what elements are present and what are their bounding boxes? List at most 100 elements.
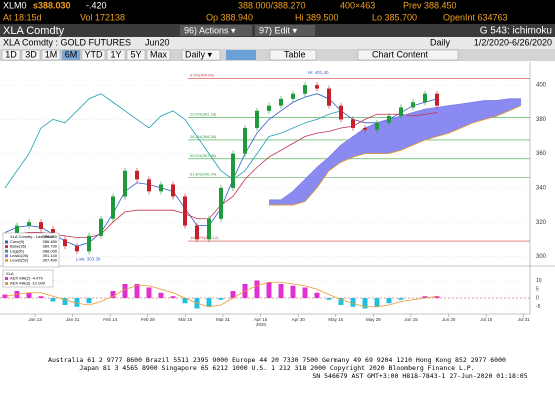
candle [255,110,259,128]
y-tick-label: 380 [536,117,547,123]
chart-bg [0,61,555,329]
range: 1/2/2020-6/26/2020 [474,37,552,47]
lower-legend-entry: ADX MA(2) -4.479 [10,276,43,281]
candle [291,93,295,99]
chart-content-button[interactable] [357,49,459,61]
period-label[interactable]: YTD [85,49,104,59]
period-button[interactable] [1,49,21,61]
edit-button[interactable] [255,25,315,36]
x-tick-label: Jan 31 [66,317,80,322]
candle [195,225,199,240]
hist-bar [266,282,272,298]
hist-bar [182,298,188,304]
cloud [353,127,365,158]
hist-bar [134,284,140,298]
period-button[interactable] [61,49,81,61]
open: Op 388.940 [206,12,253,22]
hist-bar [302,287,308,298]
period-button[interactable] [81,49,106,61]
actions-button[interactable] [180,25,252,36]
hist-bar [50,298,56,302]
period-button[interactable] [21,49,41,61]
period-button[interactable] [106,49,126,61]
level-label: 50.0%(357.86) [190,153,217,158]
period-label[interactable]: Max [150,49,168,59]
x-year: 2020 [256,322,267,327]
high-label: Hi: 401.40 [308,70,329,75]
cloud [461,102,473,128]
chart-content[interactable]: Chart Content [372,49,429,59]
tool-button[interactable] [226,50,256,60]
open-int: OpenInt 634763 [443,12,508,22]
period-label[interactable]: 1Y [110,49,121,59]
period-button[interactable] [41,49,61,61]
hist-bar [362,298,368,309]
period-label[interactable]: 1D [5,49,17,59]
table-button[interactable] [269,49,317,61]
y-tick-label: 0 [536,295,539,301]
cloud [341,136,353,163]
candle [207,218,211,240]
legend-value: 386.480 [43,239,58,244]
ticker: XLM0 [3,0,27,10]
period-label[interactable]: 3D [25,49,37,59]
frequency[interactable]: Daily ▾ [185,49,213,59]
hist-bar [314,292,320,298]
candle [423,93,427,103]
candle [303,85,307,94]
cloud [437,105,449,137]
description: XLA Comdty : GOLD FUTURES [3,37,131,47]
cloud [269,199,281,206]
candle [339,105,343,120]
candle [243,127,247,154]
period-label[interactable]: 1M [45,49,58,59]
candle [111,196,115,219]
cloud [293,179,305,206]
candle [219,187,223,219]
hist-bar [62,298,68,305]
legend-value: 367.490 [43,257,58,262]
candle [99,218,103,236]
cloud [365,122,377,154]
hist-bar [422,296,428,298]
hist-bar [26,292,32,298]
template: G 543: ichimoku [480,26,552,37]
frequency-button[interactable] [181,49,221,61]
series-line [269,105,522,206]
cloud [413,109,425,146]
x-tick-label: Apr 30 [292,317,306,322]
table[interactable]: Table [284,49,306,59]
y-tick-label: 400 [536,83,547,89]
edit[interactable]: 97) Edit ▾ [259,25,298,35]
lower-legend-title: XLA [6,271,14,276]
hist-bar [338,298,344,305]
cloud [401,112,413,151]
period-label[interactable]: 6M [65,49,78,59]
chart: 300 320 340 360 380 400 0.0%(404.60) 23.6%(381.… [0,70,547,327]
level-label: 38.2%(368.38) [190,134,217,139]
cloud [329,145,341,171]
actions[interactable]: 96) Actions ▾ [184,25,236,35]
candle [351,119,355,128]
candle [147,179,151,192]
hist-bar [254,280,260,298]
bid-ask: 388.000/388.270 [238,0,306,10]
x-tick-label: Jul 15 [480,317,493,322]
legend-swatch [5,240,8,244]
y-tick-label: 5 [536,287,539,293]
prev: Prev 388.450 [403,0,457,10]
legend-title: XLA Comdty - Last Price [10,234,54,239]
period-button[interactable] [126,49,146,61]
x-tick-label: Jul 31 [518,317,531,322]
footer-line: SN 546679 AST GMT+3:00 H818-7843-1 27-Ju… [312,372,527,380]
legend-value: 391.140 [43,253,58,258]
x-tick-label: Apr 15 [254,317,268,322]
candle [159,184,163,192]
hist-bar [434,296,440,298]
period-label[interactable]: 5Y [130,49,141,59]
cloud [389,115,401,154]
legend-entry: Lead1(26) [10,253,29,258]
hist-bar [230,291,236,298]
period-button[interactable] [146,49,171,61]
